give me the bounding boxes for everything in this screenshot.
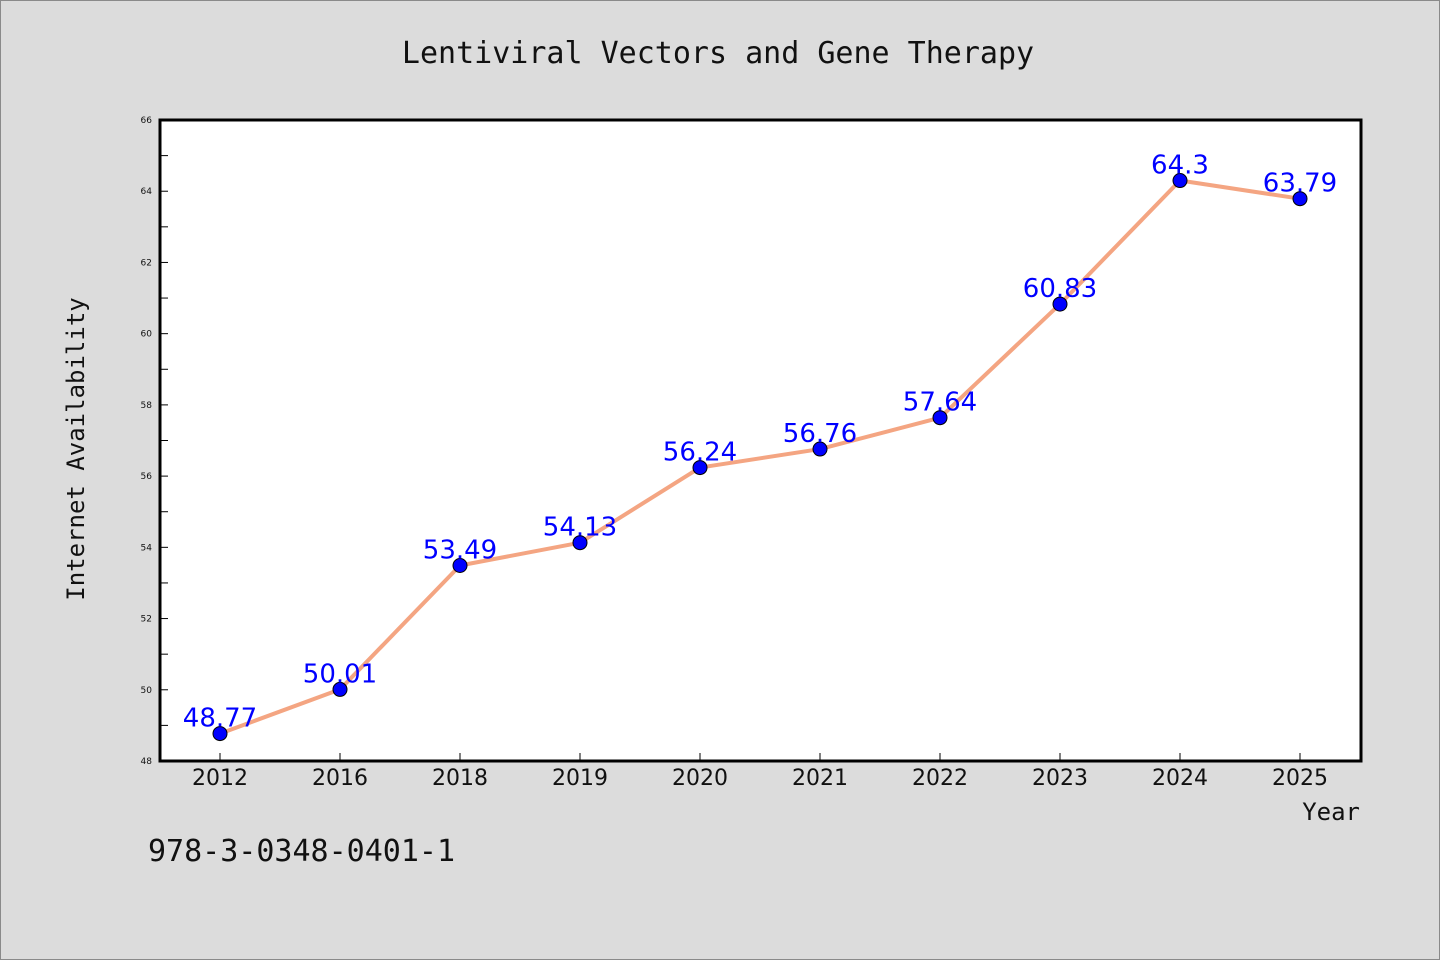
y-tick-label: 56 [141,472,153,482]
data-label: 60.83 [1023,274,1097,304]
x-tick-label: 2025 [1272,766,1328,791]
data-point [932,410,948,426]
y-tick-label: 58 [141,401,153,411]
y-tick-label: 66 [141,116,153,126]
data-point [1292,191,1308,207]
data-label: 63.79 [1263,169,1337,199]
data-point [452,557,468,573]
x-tick-label: 2024 [1152,766,1208,791]
data-label: 64.3 [1151,151,1209,181]
y-axis-ticks: 48 50 52 54 56 58 60 62 64 66 [141,116,168,767]
data-point [1052,296,1068,312]
data-label: 48.77 [183,704,257,734]
y-tick-label: 52 [141,615,152,625]
chart-title: Lentiviral Vectors and Gene Therapy [402,36,1034,71]
data-label: 50.01 [303,659,377,689]
x-tick-label: 2023 [1032,766,1088,791]
data-labels: 48.77 50.01 53.49 54.13 56.24 56.76 57.64 60.83… [183,151,1337,734]
series-line [218,178,1302,736]
y-axis-label: Internet Availability [62,297,90,600]
data-point [812,441,828,457]
x-tick-label: 2019 [552,766,608,791]
x-tick-label: 2018 [432,766,488,791]
data-point [1172,173,1188,189]
y-tick-label: 64 [141,187,153,197]
data-point [572,535,588,551]
x-axis-ticks: 2012 2016 2018 2019 2020 2021 2022 2023 2024 2025 [192,753,1328,791]
data-label: 56.76 [783,419,857,449]
plot-area [158,118,1363,763]
x-tick-label: 2022 [912,766,968,791]
y-tick-label: 50 [141,686,153,696]
y-tick-label: 48 [141,757,153,767]
data-label: 57.64 [903,388,977,418]
data-label: 54.13 [543,513,617,543]
x-tick-label: 2012 [192,766,248,791]
x-axis-label: Year [1302,798,1360,826]
x-tick-label: 2021 [792,766,848,791]
y-tick-label: 54 [141,543,153,553]
data-point [692,460,708,476]
isbn-text: 978-3-0348-0401-1 [148,834,456,869]
data-point [332,681,348,697]
data-label: 56.24 [663,438,737,468]
y-tick-label: 62 [141,258,152,268]
data-label: 53.49 [423,535,497,565]
x-tick-label: 2016 [312,766,368,791]
y-tick-label: 60 [141,330,153,340]
series-layer [212,173,1308,742]
data-point [212,726,228,742]
x-tick-label: 2020 [672,766,728,791]
